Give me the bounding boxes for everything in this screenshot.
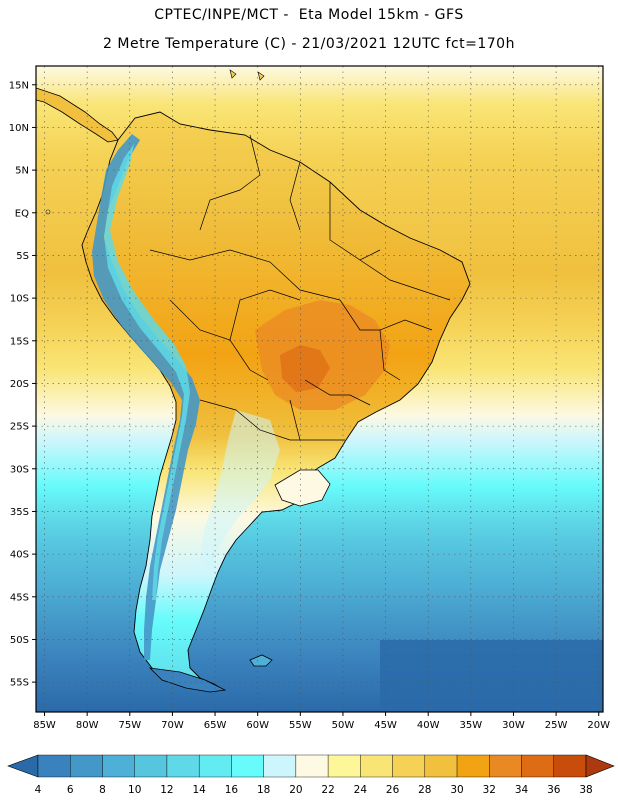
lat-label: 50S xyxy=(10,635,29,646)
lat-label: 15N xyxy=(9,80,29,91)
lat-label: 45S xyxy=(10,592,29,603)
lon-label: 60W xyxy=(246,720,269,731)
lat-label: 15S xyxy=(10,336,29,347)
map-subtitle: 2 Metre Temperature (C) - 21/03/2021 12U… xyxy=(103,36,515,52)
colorbar-swatch xyxy=(327,754,361,778)
southern-cone-cool xyxy=(200,410,280,570)
colorbar-swatch xyxy=(166,754,200,778)
lon-label: 35W xyxy=(460,720,483,731)
map-title: CPTEC/INPE/MCT - Eta Model 15km - GFS xyxy=(154,7,464,23)
lon-label: 40W xyxy=(417,720,440,731)
colorbar-swatch xyxy=(392,754,426,778)
country-borders xyxy=(149,134,451,441)
lat-label: 40S xyxy=(10,550,29,561)
lon-label: 65W xyxy=(204,720,227,731)
colorbar-label: 12 xyxy=(160,784,173,796)
lat-label: EQ xyxy=(15,208,29,219)
colorbar-label: 26 xyxy=(386,784,400,796)
colorbar-max-arrow xyxy=(585,754,615,778)
cold-ocean-patch xyxy=(380,640,603,712)
colorbar-label: 38 xyxy=(579,784,592,796)
longitude-axis: 85W 80W 75W 70W 65W 60W 55W 50W 45W 40W 35W 30W 25W 2… xyxy=(33,712,610,731)
lon-label: 70W xyxy=(161,720,184,731)
latitude-axis: 15N 10N 5N EQ 5S 10S 15S 20S 25S 30S 35S 40S 45S 50S 5… xyxy=(9,80,36,689)
temperature-colorbar: 4 6 8 10 12 14 16 18 20 22 24 26 28 30 32 34 36 38 xyxy=(7,754,615,796)
colorbar-label: 16 xyxy=(225,784,239,796)
colorbar-swatch xyxy=(456,754,490,778)
andes-highland-band xyxy=(104,144,190,600)
lon-label: 20W xyxy=(587,720,610,731)
lat-label: 10N xyxy=(9,123,29,134)
colorbar-swatch xyxy=(102,754,135,778)
lon-label: 80W xyxy=(76,720,99,731)
lon-label: 30W xyxy=(502,720,525,731)
colorbar-swatch xyxy=(489,754,522,778)
central-america xyxy=(36,87,119,143)
colorbar-label: 22 xyxy=(321,784,334,796)
colorbar-label: 6 xyxy=(67,784,74,796)
lat-label: 20S xyxy=(10,379,29,390)
tierra-del-fuego xyxy=(148,667,227,693)
lon-label: 25W xyxy=(545,720,568,731)
lon-label: 85W xyxy=(33,720,56,731)
colorbar-label: 10 xyxy=(128,784,141,796)
lon-label: 55W xyxy=(289,720,312,731)
lon-label: 50W xyxy=(332,720,355,731)
colorbar-label: 24 xyxy=(354,784,368,796)
falkland-islands xyxy=(249,654,273,667)
colorbar-swatch xyxy=(263,754,297,778)
colorbar-label: 28 xyxy=(418,784,431,796)
colorbar-label: 30 xyxy=(450,784,463,796)
lat-label: 55S xyxy=(10,678,29,689)
colorbar-label: 34 xyxy=(515,784,529,796)
galapagos-islands xyxy=(45,209,51,215)
colorbar-label: 32 xyxy=(483,784,496,796)
colorbar-label: 36 xyxy=(547,784,561,796)
lat-label: 10S xyxy=(10,294,29,305)
lat-label: 30S xyxy=(10,464,29,475)
lat-label: 5S xyxy=(16,251,29,262)
colorbar-swatch xyxy=(134,754,168,778)
colorbar-label: 18 xyxy=(257,784,270,796)
colorbar-swatch xyxy=(295,754,329,778)
colorbar-swatch xyxy=(231,754,264,778)
colorbar-label: 20 xyxy=(289,784,302,796)
colorbar-swatch xyxy=(37,754,71,778)
lat-label: 5N xyxy=(15,166,29,177)
lat-label: 35S xyxy=(10,507,29,518)
lat-label: 25S xyxy=(10,422,29,433)
colorbar-swatch xyxy=(70,754,103,778)
uruguay xyxy=(274,469,331,507)
colorbar-swatch xyxy=(198,754,232,778)
colorbar-label: 8 xyxy=(99,784,106,796)
colorbar-swatch xyxy=(521,754,554,778)
colorbar-swatch xyxy=(360,754,393,778)
colorbar-swatch xyxy=(553,754,587,778)
lon-label: 45W xyxy=(374,720,397,731)
colorbar-min-arrow xyxy=(7,754,39,778)
colorbar-label: 14 xyxy=(192,784,206,796)
colorbar-swatch xyxy=(424,754,458,778)
colorbar-label: 4 xyxy=(35,784,42,796)
map-frame xyxy=(35,65,604,713)
hottest-core xyxy=(280,345,330,392)
lon-label: 75W xyxy=(118,720,141,731)
graticule xyxy=(36,66,603,712)
